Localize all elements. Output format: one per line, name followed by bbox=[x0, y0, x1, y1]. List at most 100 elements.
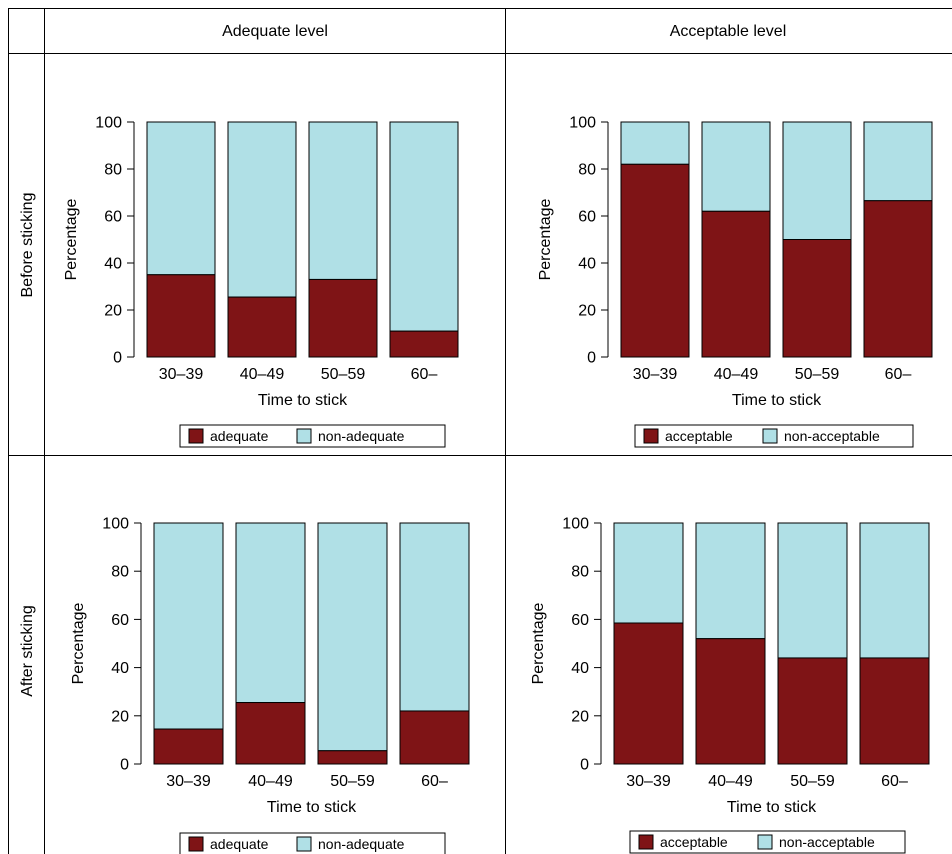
y-tick-label: 80 bbox=[111, 564, 129, 581]
x-tick-label: 50–59 bbox=[330, 773, 375, 790]
bar-segment-non-adequate bbox=[389, 121, 459, 332]
y-tick-label: 20 bbox=[104, 303, 122, 320]
column-header-acceptable: Acceptable level bbox=[670, 23, 787, 40]
x-tick-label: 40–49 bbox=[240, 366, 285, 383]
legend-label-acceptable: acceptable bbox=[660, 834, 728, 850]
row-header-after: After sticking bbox=[19, 605, 36, 697]
bar-segment-acceptable bbox=[613, 622, 684, 765]
legend-label-non-acceptable: non-acceptable bbox=[779, 834, 875, 850]
legend-swatch-non-acceptable bbox=[757, 834, 773, 850]
y-tick-label: 20 bbox=[111, 708, 129, 725]
legend-label-non-adequate: non-adequate bbox=[318, 836, 405, 852]
legend-box bbox=[179, 832, 446, 854]
row-header-before: Before sticking bbox=[19, 193, 36, 298]
bar-segment-adequate bbox=[146, 274, 216, 358]
x-tick-label: 40–49 bbox=[708, 773, 753, 790]
y-axis-label: Percentage bbox=[70, 602, 87, 684]
bar-segment-acceptable bbox=[863, 200, 933, 358]
x-tick-label: 30–39 bbox=[626, 773, 671, 790]
x-tick-label: 60– bbox=[881, 773, 908, 790]
bar-segment-acceptable bbox=[620, 163, 690, 358]
bar-segment-adequate bbox=[389, 330, 459, 358]
x-tick-label: 60– bbox=[421, 773, 448, 790]
y-tick-label: 100 bbox=[569, 115, 596, 132]
bar-segment-non-acceptable bbox=[782, 121, 852, 240]
bar-segment-non-acceptable bbox=[701, 121, 771, 212]
legend-label-adequate: adequate bbox=[210, 428, 269, 444]
x-tick-label: 40–49 bbox=[248, 773, 293, 790]
legend-swatch-acceptable bbox=[643, 428, 659, 444]
bar-segment-non-acceptable bbox=[620, 121, 690, 165]
bar-segment-non-acceptable bbox=[863, 121, 933, 202]
chart-adequate-after: 0 20 40 60 80 100 Percentage 30–39 40–49 50–59 60–… bbox=[70, 516, 470, 854]
y-tick-label: 100 bbox=[102, 516, 129, 533]
legend-label-adequate: adequate bbox=[210, 836, 269, 852]
x-tick-label: 30–39 bbox=[633, 366, 678, 383]
y-tick-label: 80 bbox=[578, 162, 596, 179]
y-tick-label: 0 bbox=[120, 757, 129, 774]
y-tick-label: 0 bbox=[113, 350, 122, 367]
bar-segment-non-adequate bbox=[235, 522, 306, 704]
x-tick-label: 60– bbox=[411, 366, 438, 383]
column-header-adequate: Adequate level bbox=[222, 23, 328, 40]
x-axis-label: Time to stick bbox=[267, 799, 357, 816]
bar-segment-non-adequate bbox=[317, 522, 388, 752]
bar-segment-non-adequate bbox=[399, 522, 470, 712]
bar-segment-acceptable bbox=[859, 657, 930, 765]
y-tick-label: 40 bbox=[578, 256, 596, 273]
y-tick-label: 0 bbox=[587, 350, 596, 367]
x-tick-label: 50–59 bbox=[321, 366, 366, 383]
bar-segment-acceptable bbox=[695, 638, 766, 765]
chart-adequate-before: 0 20 40 60 80 100 Percentage 30–39 40–49 50–59 60–… bbox=[63, 115, 459, 448]
x-axis-label: Time to stick bbox=[732, 392, 822, 409]
bar-segment-adequate bbox=[153, 728, 224, 765]
legend-swatch-adequate bbox=[188, 836, 204, 852]
y-tick-label: 100 bbox=[562, 516, 589, 533]
x-tick-label: 30–39 bbox=[166, 773, 211, 790]
bar-segment-non-adequate bbox=[227, 121, 297, 298]
legend-box bbox=[179, 424, 446, 448]
y-tick-label: 60 bbox=[111, 612, 129, 629]
y-tick-label: 80 bbox=[571, 564, 589, 581]
legend-swatch-adequate bbox=[188, 428, 204, 444]
bar-segment-non-adequate bbox=[146, 121, 216, 276]
bar-segment-adequate bbox=[399, 710, 470, 765]
x-tick-label: 50–59 bbox=[795, 366, 840, 383]
y-tick-label: 60 bbox=[104, 209, 122, 226]
x-tick-label: 40–49 bbox=[714, 366, 759, 383]
y-tick-label: 20 bbox=[571, 708, 589, 725]
chart-acceptable-after: 0 20 40 60 80 100 Percentage 30–39 40–49 50–59 60–… bbox=[530, 516, 930, 854]
bar-segment-acceptable bbox=[782, 239, 852, 358]
bar-segment-non-adequate bbox=[308, 121, 378, 280]
bar-segment-acceptable bbox=[777, 657, 848, 765]
x-tick-label: 60– bbox=[885, 366, 912, 383]
legend-swatch-non-acceptable bbox=[762, 428, 778, 444]
y-tick-label: 60 bbox=[578, 209, 596, 226]
chart-acceptable-before: 0 20 40 60 80 100 Percentage 30–39 40–49 50–59 60–… bbox=[537, 115, 933, 448]
table-grid bbox=[8, 8, 952, 854]
legend-label-non-acceptable: non-acceptable bbox=[784, 428, 880, 444]
y-axis-label: Percentage bbox=[530, 602, 547, 684]
y-tick-label: 80 bbox=[104, 162, 122, 179]
bar-segment-adequate bbox=[227, 296, 297, 358]
y-tick-label: 0 bbox=[580, 757, 589, 774]
x-axis-label: Time to stick bbox=[258, 392, 348, 409]
bar-segment-non-adequate bbox=[153, 522, 224, 730]
y-tick-label: 40 bbox=[571, 660, 589, 677]
bar-segment-non-acceptable bbox=[695, 522, 766, 640]
y-tick-label: 40 bbox=[104, 256, 122, 273]
bar-segment-adequate bbox=[235, 702, 306, 765]
bar-segment-non-acceptable bbox=[613, 522, 684, 624]
bar-segment-adequate bbox=[308, 278, 378, 358]
legend-label-non-adequate: non-adequate bbox=[318, 428, 405, 444]
legend-swatch-acceptable bbox=[638, 834, 654, 850]
y-tick-label: 60 bbox=[571, 612, 589, 629]
x-tick-label: 50–59 bbox=[790, 773, 835, 790]
x-tick-label: 30–39 bbox=[159, 366, 204, 383]
legend-swatch-non-adequate bbox=[296, 428, 312, 444]
y-axis-label: Percentage bbox=[537, 198, 554, 280]
bar-segment-non-acceptable bbox=[777, 522, 848, 659]
legend-swatch-non-adequate bbox=[296, 836, 312, 852]
bar-segment-acceptable bbox=[701, 210, 771, 358]
